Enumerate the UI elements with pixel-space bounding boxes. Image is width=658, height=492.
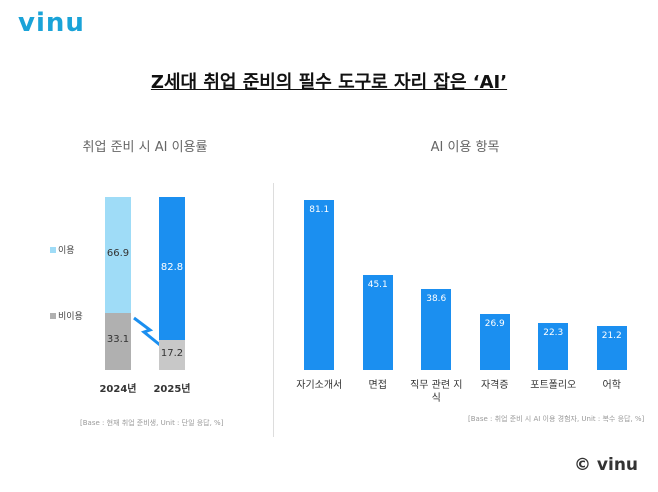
x-tick-label: 포트폴리오 [530,380,577,391]
bar-segment [105,197,131,313]
bar [479,313,510,370]
x-tick-label: 직무 관련 지식 [410,380,463,404]
page-title: Z세대 취업 준비의 필수 도구로 자리 잡은 ‘AI’ [150,72,508,93]
value-label: 33.1 [106,334,130,346]
x-tick-label: 자격증 [480,380,509,391]
legend-label: 이용 [58,246,75,256]
chart-title: 취업 준비 시 AI 이용률 [82,140,208,155]
divider [273,183,274,437]
legend-swatch [50,313,56,319]
value-label: 22.3 [543,328,564,339]
chart-title: AI 이용 항목 [430,140,500,155]
bar [304,200,335,370]
note: [Base : 현재 취업 준비생, Unit : 단일 응답, %] [80,419,224,427]
trend-arrow [133,316,161,347]
logo: vinu [18,8,85,38]
legend-label: 비이용 [58,312,83,322]
bar [362,275,393,370]
bar [538,323,569,370]
bar-segment [105,312,131,370]
bar [596,325,627,370]
bar [421,289,452,370]
bar-segment [159,197,185,341]
legend-swatch [50,247,56,253]
x-tick-label: 어학 [602,380,621,391]
value-label: 38.6 [426,294,447,305]
x-tick-label: 자기소개서 [296,380,343,391]
value-label: 81.1 [309,205,330,215]
value-label: 26.9 [484,318,505,329]
x-tick-label: 2025년 [153,384,191,395]
note: [Base : 취업 준비 시 AI 이용 경험자, Unit : 복수 응답,… [468,415,645,423]
value-label: 17.2 [160,348,184,360]
value-label: 82.8 [160,261,184,273]
x-tick-label: 면접 [368,380,387,391]
bar-segment [159,340,185,370]
footer-logo: © vinu [574,455,639,475]
value-label: 45.1 [367,280,388,291]
value-label: 66.9 [106,247,130,259]
x-tick-label: 2024년 [99,384,137,395]
value-label: 21.2 [601,330,622,341]
